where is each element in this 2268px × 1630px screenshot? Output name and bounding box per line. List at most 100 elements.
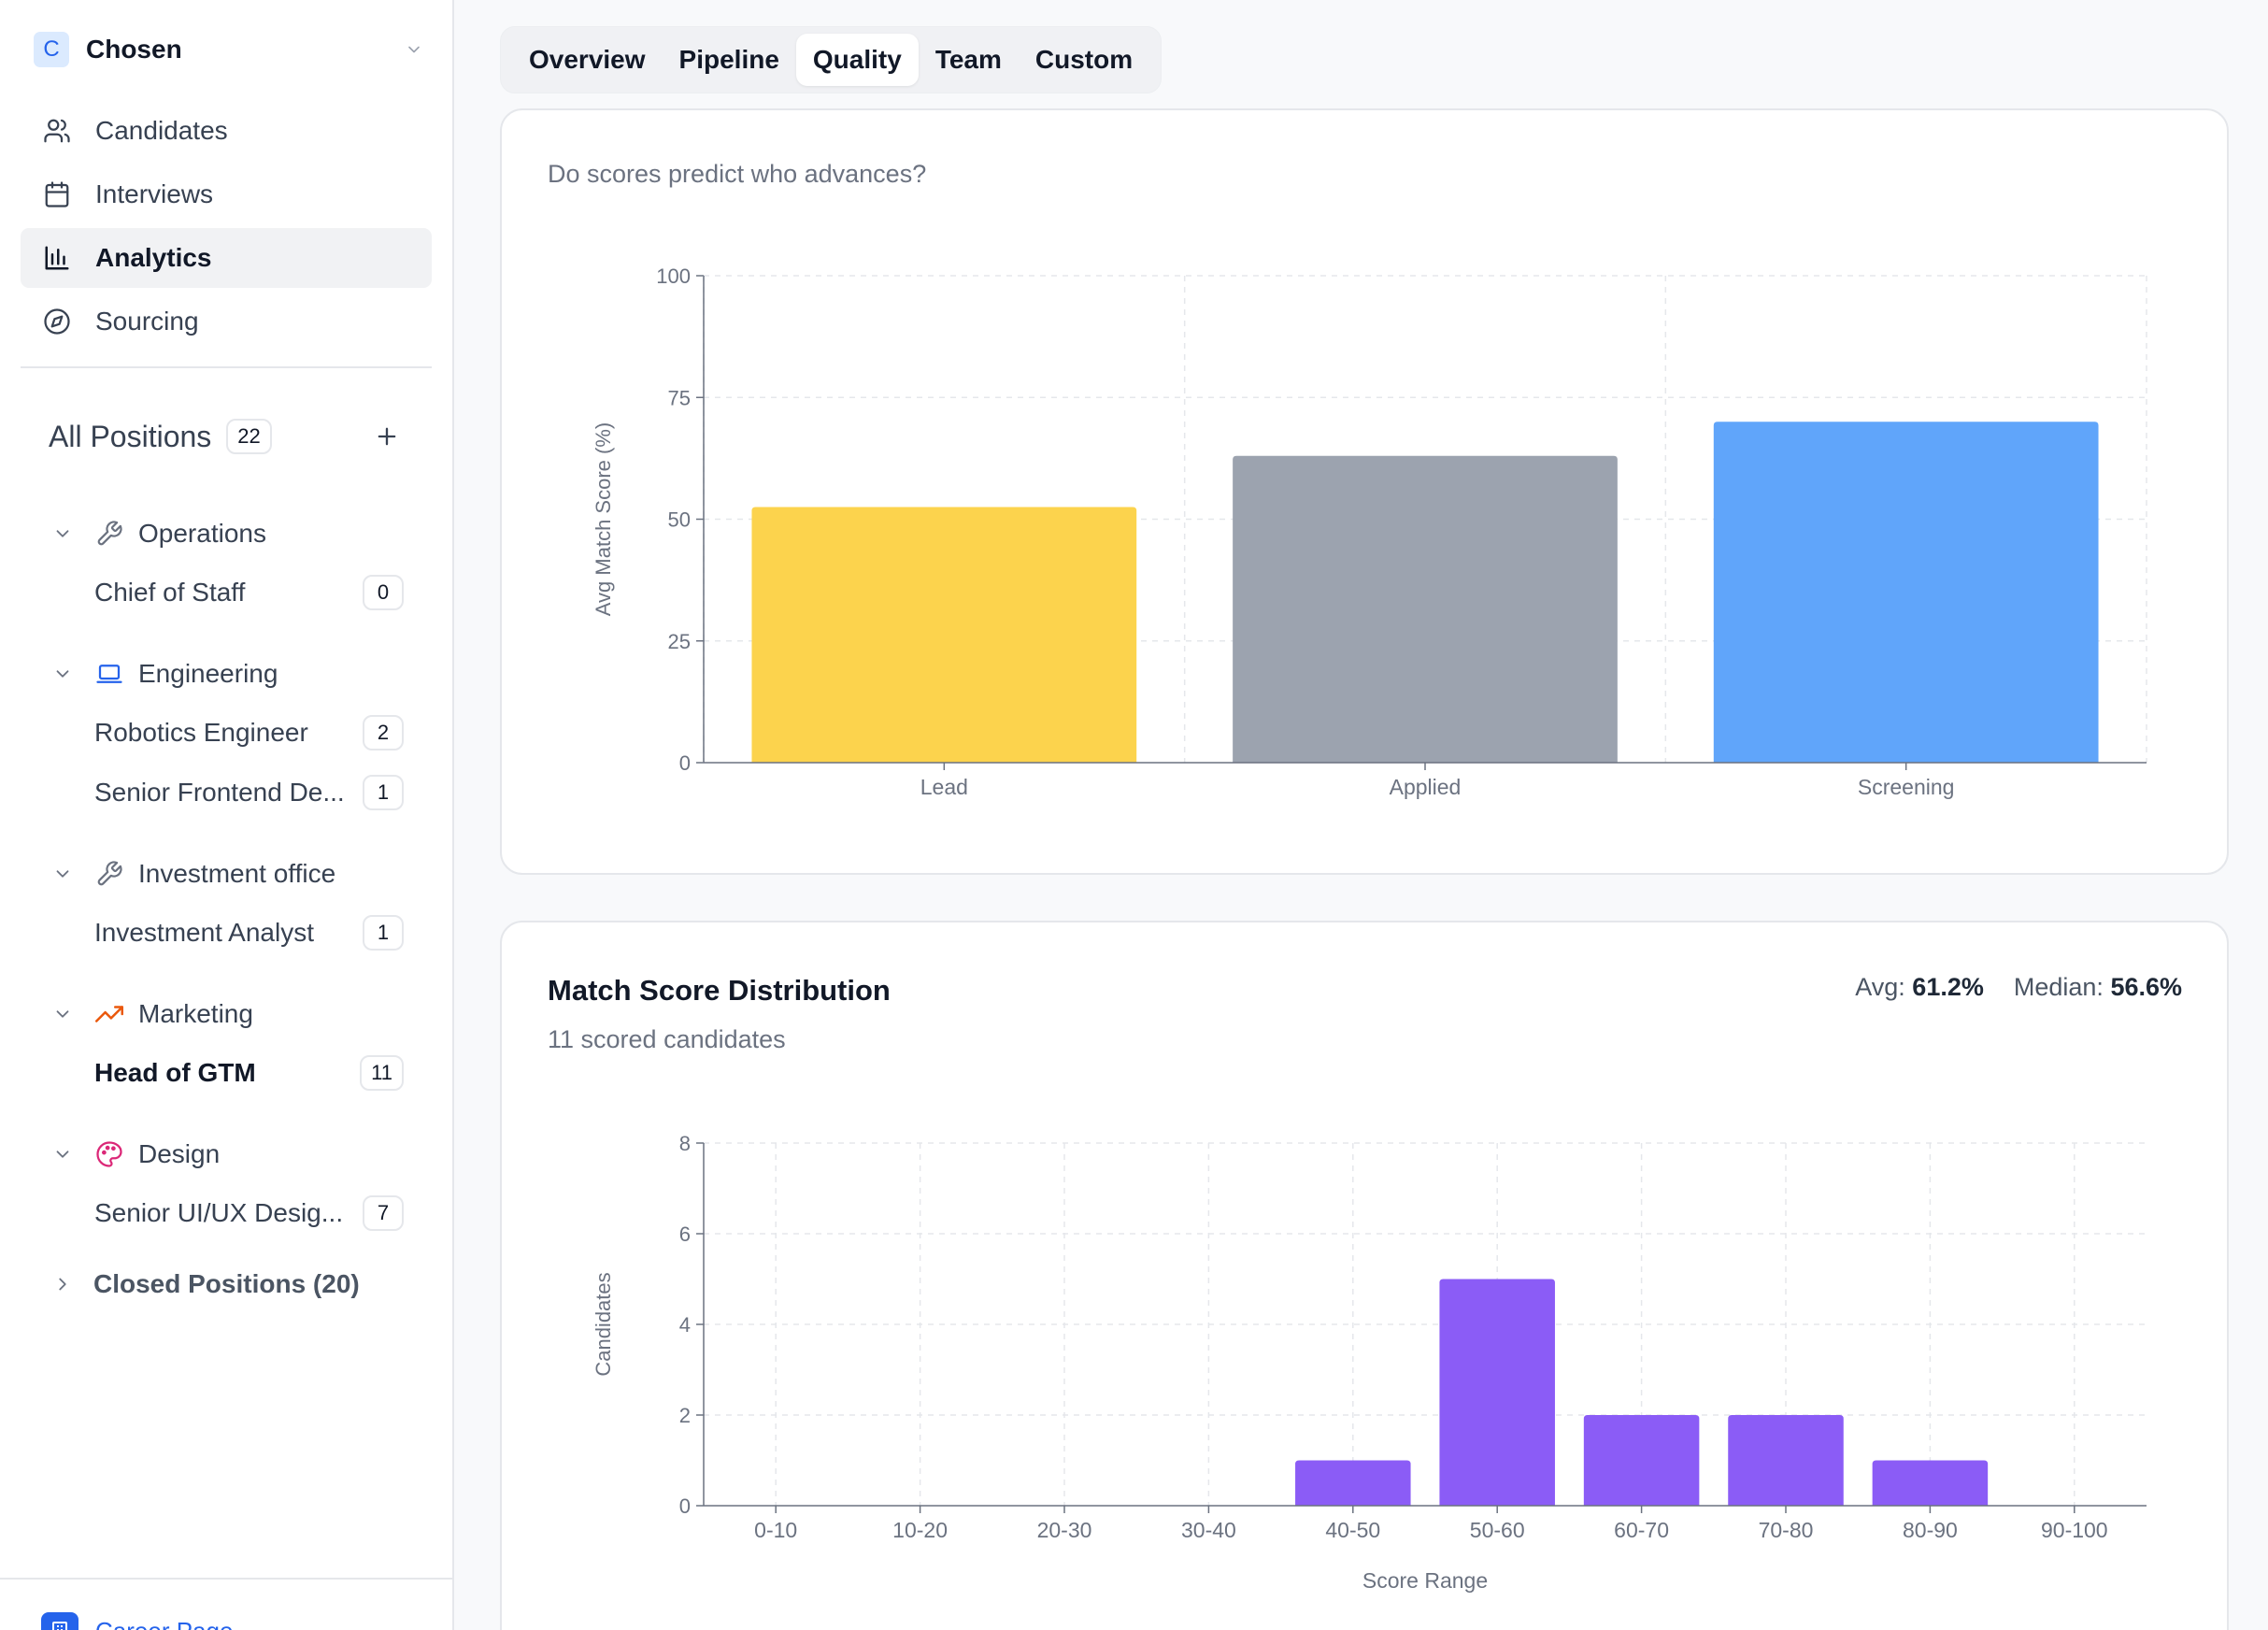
building-icon	[41, 1612, 78, 1630]
job-item[interactable]: Senior UI/UX Desig... 7	[49, 1183, 404, 1243]
x-tick-label: 20-30	[1037, 1518, 1092, 1542]
x-axis-label: Score Range	[1362, 1568, 1488, 1593]
avg-stat: Avg: 61.2%	[1855, 973, 1984, 1001]
score-distribution-chart: 0 2 4 6 8 0-10 10-20 20-30 30-40 40-50 50-60 60-70 7…	[592, 1132, 2147, 1593]
bar-50-60	[1439, 1279, 1555, 1506]
x-tick-label: 70-80	[1759, 1518, 1814, 1542]
plus-icon[interactable]	[370, 420, 404, 453]
group-investment-office[interactable]: Investment office	[49, 845, 404, 903]
group-label: Design	[138, 1139, 221, 1168]
bar-lead	[751, 507, 1137, 763]
job-title: Senior Frontend De...	[94, 778, 345, 807]
sidebar: C Chosen Candidates Interviews Analytics	[0, 0, 454, 1630]
chevron-down-icon[interactable]	[402, 37, 426, 62]
x-tick-label: 40-50	[1325, 1518, 1380, 1542]
job-count-badge: 2	[363, 715, 404, 751]
job-item[interactable]: Senior Frontend De... 1	[49, 763, 404, 822]
nav-label: Candidates	[95, 116, 228, 145]
group-label: Marketing	[138, 999, 253, 1028]
tab-pipeline[interactable]: Pipeline	[678, 45, 779, 74]
nav-label: Interviews	[95, 179, 214, 208]
wrench-icon	[93, 518, 125, 550]
job-count-badge: 7	[363, 1195, 404, 1231]
career-page-link[interactable]: Career Page	[41, 1608, 233, 1630]
bar-chart-icon	[41, 242, 73, 274]
users-icon	[41, 115, 73, 147]
analytics-tabs: Overview Pipeline Quality Team Custom	[500, 26, 1163, 93]
score-advancement-card: Do scores predict who advances? 0 25 50 75 1…	[500, 108, 2229, 875]
card-subtitle: Do scores predict who advances?	[548, 160, 927, 188]
group-operations[interactable]: Operations	[49, 505, 404, 563]
chevron-down-icon[interactable]	[49, 1140, 77, 1168]
x-tick-label: Applied	[1390, 775, 1462, 799]
tab-quality[interactable]: Quality	[795, 34, 919, 86]
nav-label: Analytics	[95, 243, 212, 272]
positions-label[interactable]: All Positions	[49, 419, 212, 453]
chevron-down-icon[interactable]	[49, 660, 77, 688]
positions-header: All Positions 22	[49, 415, 404, 458]
y-tick-label: 0	[679, 1494, 691, 1518]
calendar-icon	[41, 179, 73, 210]
job-count-badge: 1	[363, 775, 404, 810]
trending-up-icon	[93, 998, 125, 1030]
job-item[interactable]: Investment Analyst 1	[49, 903, 404, 963]
nav-item-candidates[interactable]: Candidates	[21, 101, 432, 161]
group-label: Operations	[138, 519, 266, 548]
y-axis-label: Candidates	[592, 1272, 615, 1376]
laptop-icon	[93, 658, 125, 690]
group-engineering[interactable]: Engineering	[49, 645, 404, 703]
job-count-badge: 11	[360, 1055, 404, 1091]
workspace-switcher[interactable]: C Chosen	[34, 28, 426, 71]
bar-applied	[1233, 455, 1618, 763]
nav-item-analytics[interactable]: Analytics	[21, 228, 432, 288]
y-tick-label: 50	[668, 508, 691, 532]
x-tick-label: 90-100	[2041, 1518, 2108, 1542]
career-page-label: Career Page	[95, 1617, 233, 1630]
job-item[interactable]: Robotics Engineer 2	[49, 703, 404, 763]
sidebar-footer-divider	[0, 1578, 454, 1580]
job-item[interactable]: Head of GTM 11	[49, 1043, 404, 1103]
y-axis-label: Avg Match Score (%)	[592, 422, 615, 616]
nav-item-interviews[interactable]: Interviews	[21, 164, 432, 224]
nav-item-sourcing[interactable]: Sourcing	[21, 292, 432, 351]
closed-positions-label: Closed Positions (20)	[93, 1269, 360, 1298]
workspace-name: Chosen	[86, 35, 182, 64]
positions-count-badge: 22	[226, 419, 272, 454]
avg-match-score-chart: 0 25 50 75 100 Lead Applied Screening Avg Match …	[592, 265, 2147, 799]
y-tick-label: 8	[679, 1132, 691, 1155]
sidebar-divider	[21, 366, 432, 368]
job-title: Senior UI/UX Desig...	[94, 1198, 344, 1227]
workspace-logo: C	[34, 32, 69, 67]
y-tick-label: 75	[668, 386, 691, 409]
bar-70-80	[1728, 1415, 1844, 1506]
y-tick-label: 6	[679, 1222, 691, 1246]
group-design[interactable]: Design	[49, 1125, 404, 1183]
x-tick-label: 30-40	[1181, 1518, 1236, 1542]
palette-icon	[93, 1138, 125, 1170]
main-nav: Candidates Interviews Analytics Sourcing	[21, 101, 432, 355]
closed-positions-toggle[interactable]: Closed Positions (20)	[49, 1254, 404, 1314]
x-tick-label: 10-20	[892, 1518, 948, 1542]
chevron-right-icon[interactable]	[49, 1270, 77, 1298]
bar-80-90	[1872, 1460, 1989, 1506]
avg-value: 61.2%	[1912, 973, 1984, 1001]
x-tick-label: Lead	[920, 775, 968, 799]
x-tick-label: Screening	[1858, 775, 1955, 799]
tab-team[interactable]: Team	[934, 45, 1002, 74]
chevron-down-icon[interactable]	[49, 1000, 77, 1028]
positions-tree: Operations Chief of Staff 0 Engineering …	[49, 505, 404, 1314]
tab-overview[interactable]: Overview	[529, 45, 646, 74]
bar-60-70	[1583, 1415, 1700, 1506]
x-tick-label: 50-60	[1470, 1518, 1525, 1542]
bar-screening	[1713, 422, 2099, 763]
chevron-down-icon[interactable]	[49, 520, 77, 548]
nav-label: Sourcing	[95, 307, 199, 336]
x-tick-label: 80-90	[1903, 1518, 1958, 1542]
chevron-down-icon[interactable]	[49, 860, 77, 888]
job-title: Robotics Engineer	[94, 718, 308, 747]
compass-icon	[41, 306, 73, 337]
job-item[interactable]: Chief of Staff 0	[49, 563, 404, 622]
y-tick-label: 100	[656, 265, 691, 288]
group-marketing[interactable]: Marketing	[49, 985, 404, 1043]
tab-custom[interactable]: Custom	[1034, 45, 1134, 74]
